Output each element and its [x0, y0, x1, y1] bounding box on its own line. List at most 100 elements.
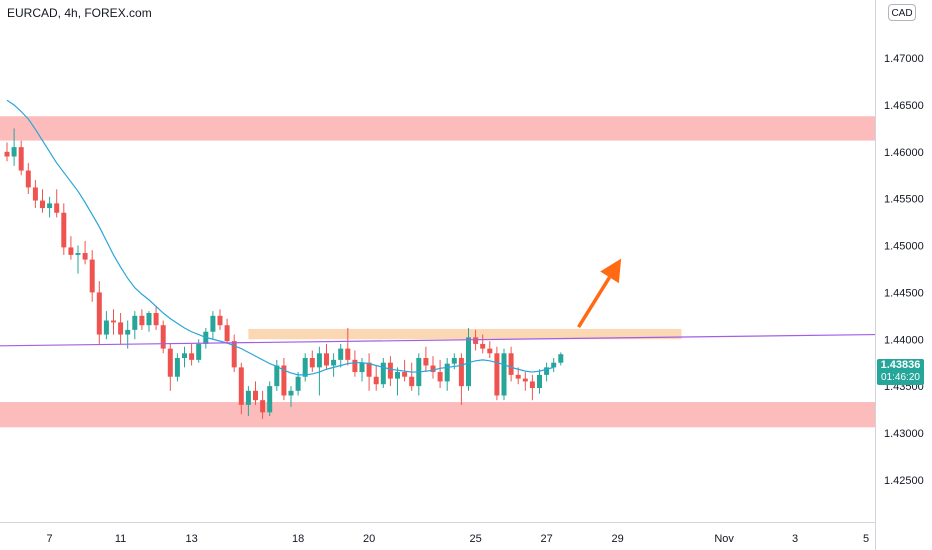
candle-down — [253, 390, 258, 401]
candle-up — [47, 203, 53, 209]
candle-down — [522, 378, 528, 382]
candle-down — [423, 357, 429, 366]
candle-up — [182, 353, 187, 358]
candle-up — [132, 315, 138, 330]
candle-down — [139, 315, 145, 326]
candle-down — [352, 359, 358, 373]
candle-up — [75, 253, 81, 255]
x-tick-label: 18 — [292, 533, 304, 545]
candle-down — [89, 259, 95, 293]
candle-up — [210, 315, 216, 332]
candle-down — [515, 374, 521, 379]
candle-down — [153, 313, 159, 326]
x-tick-label: Nov — [714, 533, 734, 545]
arrow-shaft — [577, 276, 612, 328]
candle-down — [167, 348, 173, 377]
candle-down — [54, 203, 60, 213]
x-tick-label: 3 — [792, 533, 798, 545]
candle-up — [380, 362, 386, 385]
x-tick-label: 13 — [185, 533, 197, 545]
current-price-value: 1.43836 — [880, 359, 921, 371]
x-tick-label: 27 — [540, 533, 552, 545]
candle-up — [196, 343, 202, 360]
candle-down — [366, 362, 372, 377]
candle-up — [146, 313, 152, 326]
candle-down — [32, 187, 38, 201]
candle-up — [544, 367, 550, 375]
candle-up — [267, 386, 273, 413]
candle-up — [466, 337, 471, 387]
supply-zone — [0, 116, 875, 141]
candle-down — [111, 320, 116, 323]
candle-down — [260, 400, 266, 413]
candle-down — [96, 292, 102, 335]
candle-up — [501, 353, 507, 396]
candle-up — [395, 372, 400, 379]
candle-up — [359, 362, 365, 373]
candle-up — [558, 354, 564, 363]
candle-down — [238, 367, 244, 405]
y-tick-label: 1.45000 — [884, 241, 924, 253]
x-tick-label: 25 — [469, 533, 481, 545]
candle-up — [444, 363, 450, 382]
candle-down — [473, 337, 479, 344]
candle-down — [324, 353, 329, 366]
candle-up — [11, 147, 17, 157]
candle-down — [402, 372, 408, 377]
candle-down — [25, 170, 31, 188]
y-tick-label: 1.45500 — [884, 194, 924, 206]
candle-up — [331, 359, 337, 366]
x-tick-label: 29 — [611, 533, 623, 545]
y-tick-label: 1.46500 — [884, 100, 924, 112]
candle-down — [61, 212, 67, 248]
candle-up — [316, 353, 322, 368]
candle-down — [373, 376, 379, 385]
candle-down — [409, 376, 415, 387]
candle-down — [82, 253, 88, 260]
candle-down — [68, 247, 74, 255]
candle-down — [40, 200, 45, 209]
candle-up — [274, 365, 280, 387]
candle-down — [529, 381, 535, 388]
arrow-head — [600, 258, 622, 284]
x-tick-label: 11 — [115, 533, 126, 545]
candle-down — [217, 315, 223, 326]
trendline — [0, 333, 876, 347]
candle-down — [494, 353, 500, 396]
y-tick-label: 1.44500 — [884, 287, 924, 299]
candle-down — [508, 353, 514, 375]
candle-up — [302, 357, 308, 377]
candle-down — [160, 325, 166, 349]
candle-up — [174, 357, 180, 377]
demand-zone — [0, 402, 875, 428]
x-tick-label: 20 — [363, 533, 375, 545]
y-tick-label: 1.47000 — [884, 53, 924, 65]
y-tick-label: 1.46000 — [884, 147, 924, 159]
candle-down — [4, 151, 10, 157]
y-tick-label: 1.44000 — [884, 334, 924, 346]
candle-down — [487, 348, 493, 354]
candle-down — [345, 348, 351, 360]
chart-title: EURCAD, 4h, FOREX.com — [7, 6, 152, 20]
candle-up — [537, 374, 542, 388]
candle-up — [451, 357, 457, 364]
candle-down — [387, 362, 393, 379]
moving-average-line — [6, 99, 554, 376]
candle-down — [118, 322, 124, 335]
candle-up — [338, 348, 344, 360]
y-tick-label: 1.42500 — [884, 475, 924, 487]
y-tick-label: 1.43000 — [884, 428, 924, 440]
candle-down — [231, 341, 237, 368]
candle-down — [189, 353, 195, 360]
candle-down — [437, 372, 443, 382]
x-tick-label: 7 — [47, 533, 53, 545]
candle-up — [288, 390, 294, 396]
candle-down — [430, 365, 436, 373]
candle-down — [458, 357, 464, 387]
currency-button[interactable]: CAD — [888, 4, 916, 21]
resistance-box — [248, 328, 682, 340]
candle-up — [551, 362, 557, 368]
bar-countdown: 01:46:20 — [881, 372, 920, 383]
candle-down — [18, 147, 24, 171]
